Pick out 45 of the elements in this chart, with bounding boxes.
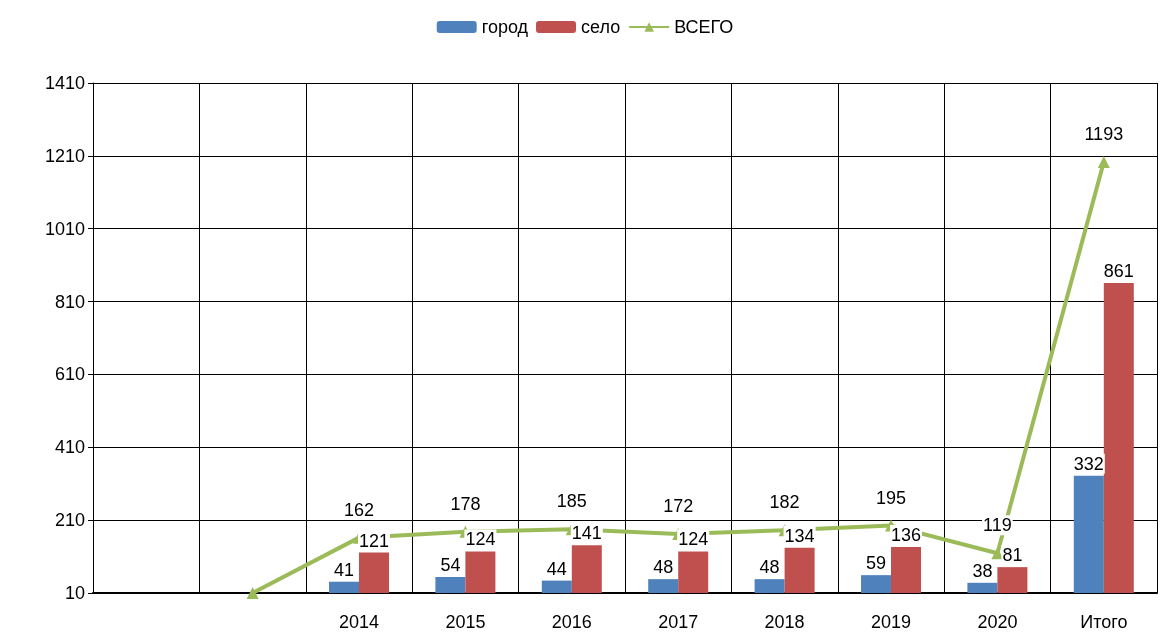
data-label: 861 bbox=[1103, 260, 1134, 281]
x-tick-label: 2020 bbox=[977, 612, 1018, 632]
data-label: 119 bbox=[983, 515, 1012, 536]
x-tick-label: 2016 bbox=[551, 612, 592, 632]
y-tick-label: 610 bbox=[54, 364, 85, 385]
data-label: 195 bbox=[875, 487, 907, 508]
data-label: 141 bbox=[571, 523, 602, 544]
data-label: 124 bbox=[465, 529, 496, 550]
x-tick-label: 2017 bbox=[658, 612, 699, 632]
x-tick-label: Итого bbox=[1080, 612, 1128, 632]
y-tick-label: 1210 bbox=[44, 145, 85, 166]
data-label: 48 bbox=[759, 557, 780, 578]
y-tick-label: 1410 bbox=[44, 73, 85, 93]
data-label: 172 bbox=[663, 495, 694, 516]
data-label: 48 bbox=[653, 557, 674, 578]
data-label: 185 bbox=[556, 491, 587, 512]
y-tick-label: 10 bbox=[64, 583, 85, 603]
legend-label: село bbox=[581, 17, 621, 37]
data-label: 1193 bbox=[1084, 124, 1124, 145]
data-label: 332 bbox=[1073, 453, 1104, 474]
data-label: 41 bbox=[333, 559, 355, 580]
point bbox=[246, 587, 259, 599]
data-label: 136 bbox=[890, 525, 922, 546]
legend-label: город bbox=[481, 17, 529, 37]
legend-label: ВСЕГО bbox=[674, 17, 734, 37]
data-label: 81 bbox=[1002, 545, 1023, 566]
y-tick-label: 1010 bbox=[44, 218, 85, 239]
data-label: 134 bbox=[784, 525, 815, 546]
y-tick-label: 410 bbox=[54, 437, 85, 458]
data-label: 178 bbox=[450, 493, 481, 514]
data-label: 38 bbox=[972, 560, 993, 581]
data-label: 59 bbox=[865, 553, 887, 574]
x-tick-label: 2018 bbox=[764, 612, 805, 632]
data-label: 162 bbox=[343, 499, 375, 520]
x-tick-label: 2015 bbox=[445, 612, 486, 632]
data-label: 54 bbox=[440, 554, 461, 575]
data-label: 124 bbox=[678, 529, 709, 550]
data-label: 121 bbox=[358, 530, 390, 551]
point bbox=[1097, 156, 1110, 169]
x-tick-label: 2019 bbox=[870, 612, 912, 632]
y-tick-label: 810 bbox=[54, 291, 85, 312]
data-label: 182 bbox=[769, 492, 800, 513]
x-tick-label: 2014 bbox=[338, 612, 380, 632]
y-tick-label: 210 bbox=[54, 510, 85, 531]
data-label: 44 bbox=[546, 558, 567, 579]
